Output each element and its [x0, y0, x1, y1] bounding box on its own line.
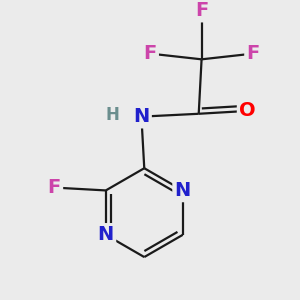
Text: F: F	[143, 44, 157, 63]
Text: H: H	[106, 106, 120, 124]
Text: O: O	[239, 101, 256, 120]
Text: F: F	[195, 1, 208, 20]
Text: F: F	[247, 44, 260, 63]
Text: F: F	[48, 178, 61, 197]
Text: N: N	[133, 107, 149, 126]
Text: N: N	[175, 181, 191, 200]
Text: N: N	[98, 225, 114, 244]
